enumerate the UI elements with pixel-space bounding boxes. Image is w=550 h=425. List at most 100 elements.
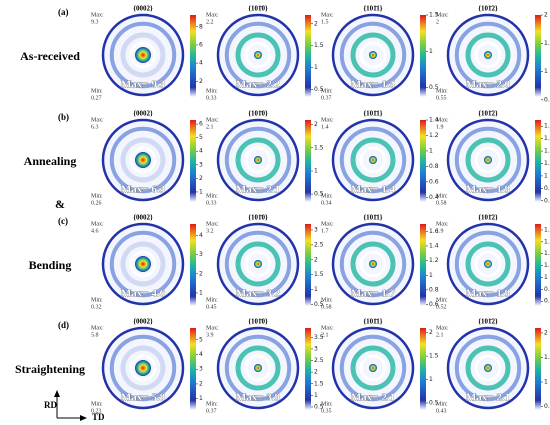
pole-center — [254, 51, 262, 59]
pole-ring — [224, 126, 292, 194]
colorbar-tick-label: 0.8 — [429, 286, 439, 293]
min-value: 0.45 — [206, 304, 217, 310]
colorbar-tick-label: 2 — [199, 270, 203, 277]
pole-ring — [120, 345, 166, 391]
pole-center — [369, 260, 377, 268]
colorbar-tick-label: 1.5 — [544, 40, 550, 47]
min-label: Min: — [91, 193, 103, 199]
min-label: Min: — [321, 297, 333, 303]
max-label: Max: — [91, 12, 104, 18]
max-annotation: Max= 1.4 — [351, 184, 396, 196]
axes-indicator: RD TD — [44, 390, 105, 422]
max-annotation: Max= 1.7 — [351, 288, 396, 300]
colorbar — [535, 15, 541, 97]
plane-label: {101̄0} — [248, 214, 268, 222]
pole-ring — [474, 354, 502, 382]
colorbar-tick-label: 1.8 — [544, 123, 550, 130]
min-label: Min: — [321, 193, 333, 199]
colorbar — [420, 120, 426, 202]
min-label: Min: — [91, 88, 103, 94]
max-value: 6.3 — [91, 124, 99, 130]
colorbar — [305, 224, 311, 306]
min-label: Min: — [91, 297, 103, 303]
pole-ring — [350, 137, 396, 183]
colorbar-tick-label: 2 — [314, 20, 318, 27]
colorbar-tick-label: 2.5 — [314, 357, 324, 364]
colorbar-tick-label: 6 — [199, 121, 203, 128]
pole-center — [254, 260, 262, 268]
colorbar-tick-label: 1 — [429, 272, 433, 279]
max-annotation: Max= 2.1 — [466, 392, 510, 404]
pole-center — [484, 51, 492, 59]
pole-ring — [474, 41, 502, 69]
pole-ring — [129, 41, 157, 69]
plane-label: {101̄1} — [363, 214, 382, 222]
pole-ring — [339, 334, 407, 402]
pole-ring — [339, 126, 407, 194]
plane-label: {101̄2} — [478, 318, 498, 326]
pole-ring — [474, 146, 502, 174]
pole-ring — [235, 32, 281, 78]
pole-ring — [339, 21, 407, 89]
ampersand: & — [55, 197, 65, 211]
row-letter: (b) — [58, 112, 69, 122]
min-value: 0.43 — [436, 408, 447, 414]
colorbar-tick-label: 5 — [199, 336, 203, 343]
pole-center — [135, 360, 151, 376]
plane-label: {101̄2} — [478, 110, 498, 118]
pole-ring — [120, 32, 166, 78]
pole-ring — [224, 334, 292, 402]
colorbar-tick-label: 1.4 — [429, 242, 439, 249]
pole-ring — [454, 21, 522, 89]
pole-ring — [244, 146, 272, 174]
colorbar-tick-label: 1 — [199, 289, 203, 296]
max-annotation: Max= 5.8 — [121, 392, 166, 404]
colorbar-tick-label: 1 — [199, 188, 203, 195]
max-value: 3.2 — [206, 228, 214, 234]
colorbar-tick-label: 2 — [314, 369, 318, 376]
colorbar-tick-label: 1 — [314, 167, 318, 174]
colorbar-tick-label: 1.4 — [544, 250, 550, 257]
pole-ring — [235, 345, 281, 391]
pole-ring — [465, 345, 511, 391]
min-label: Min: — [436, 88, 448, 94]
pole-ring — [235, 241, 281, 287]
colorbar-tick-label: 2 — [429, 329, 433, 336]
pole-ring — [244, 250, 272, 278]
colorbar-tick-label: 1 — [199, 395, 203, 402]
min-value: 0.26 — [91, 200, 102, 206]
colorbar-tick-label: 1.2 — [544, 160, 550, 167]
pole-ring — [120, 137, 166, 183]
max-label: Max: — [206, 221, 219, 227]
min-label: Min: — [206, 193, 218, 199]
plane-label: {101̄1} — [363, 318, 382, 326]
colorbar-tick-label: 1.2 — [429, 132, 439, 139]
colorbar-tick-label: 2 — [314, 121, 318, 128]
pole-ring — [465, 32, 511, 78]
colorbar-tick-label: 1.4 — [544, 148, 550, 155]
max-value: 5.8 — [91, 332, 99, 338]
plane-label: {0002} — [133, 110, 153, 118]
colorbar-tick-label: 3 — [314, 345, 318, 352]
min-label: Min: — [91, 401, 103, 407]
colorbar-tick-label: 1.2 — [544, 262, 550, 269]
plane-label: {0002} — [133, 214, 153, 222]
min-label: Min: — [206, 297, 218, 303]
pole-ring — [350, 32, 396, 78]
max-annotation: Max= 1.5 — [351, 79, 396, 91]
td-label: TD — [92, 412, 105, 422]
pole-ring — [244, 354, 272, 382]
colorbar-tick-label: 5 — [199, 134, 203, 141]
max-value: 2 — [436, 19, 439, 25]
pole-ring — [339, 230, 407, 298]
colorbar-tick-label: 1.5 — [429, 12, 439, 19]
max-value: 1.4 — [321, 124, 329, 130]
colorbar — [190, 328, 196, 410]
colorbar-tick-label: 0.6 — [429, 301, 439, 308]
pole-ring — [244, 41, 272, 69]
min-value: 0.55 — [436, 95, 447, 101]
max-label: Max: — [436, 117, 449, 123]
colorbar — [535, 224, 541, 306]
pole-ring — [359, 146, 387, 174]
colorbar-tick-label: 0.8 — [544, 185, 550, 192]
